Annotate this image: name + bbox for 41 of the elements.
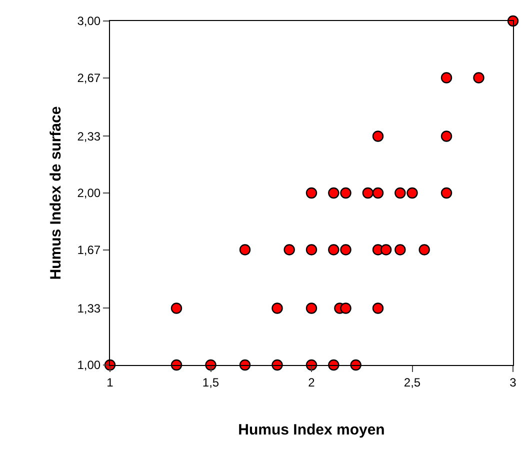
point — [473, 72, 484, 84]
y-tick-label: 3,00 — [77, 14, 101, 28]
point — [440, 130, 452, 142]
y-tick-label: 2,00 — [77, 186, 101, 200]
x-tick-label: 1,5 — [202, 375, 220, 390]
y-tick-label: 1,00 — [77, 358, 101, 372]
point — [340, 244, 352, 256]
point — [350, 359, 362, 371]
y-axis-title: Humus Index de surface — [47, 106, 64, 280]
point — [306, 244, 318, 256]
y-tick-label: 1,67 — [77, 242, 101, 257]
x-tick-label: 2 — [308, 375, 316, 390]
point — [372, 302, 384, 314]
point — [306, 302, 318, 314]
point — [340, 302, 352, 314]
point — [328, 187, 340, 199]
point — [362, 187, 374, 199]
point — [440, 187, 452, 199]
y-tick-label: 2,67 — [77, 70, 101, 85]
point — [306, 187, 318, 199]
y-tick-label: 2,33 — [77, 129, 101, 144]
point — [418, 244, 430, 256]
point — [239, 244, 251, 256]
point — [328, 359, 340, 371]
point — [284, 244, 295, 256]
x-tick-label: 1 — [106, 375, 114, 390]
y-tick-label: 1,33 — [77, 301, 101, 316]
point — [272, 302, 283, 314]
x-axis-title: Humus Index moyen — [238, 421, 385, 438]
point — [372, 130, 384, 142]
point — [328, 244, 340, 256]
point — [394, 187, 406, 199]
point — [340, 187, 352, 199]
point — [440, 72, 452, 84]
point — [170, 302, 182, 314]
x-tick-label: 2,5 — [404, 375, 421, 390]
x-tick-label: 3 — [510, 375, 517, 390]
point — [372, 187, 384, 199]
point — [380, 244, 392, 256]
point — [406, 187, 418, 199]
point — [394, 244, 406, 256]
